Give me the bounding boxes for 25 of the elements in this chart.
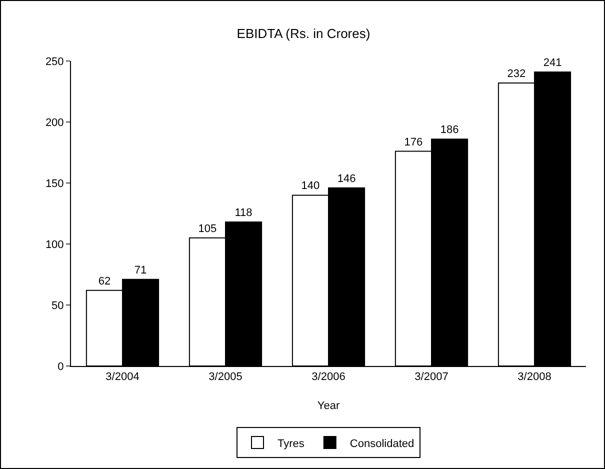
x-tick-label: 3/2005 <box>208 371 242 384</box>
legend-label: Tyres <box>278 438 305 450</box>
x-tick-label: 3/2008 <box>518 371 552 384</box>
data-label: 105 <box>198 222 217 235</box>
data-label: 241 <box>543 56 562 69</box>
x-axis-title: Year <box>317 400 340 412</box>
y-tick-label: 50 <box>52 300 64 312</box>
y-tick-label: 150 <box>45 178 64 190</box>
y-tick-label: 250 <box>45 56 64 68</box>
data-label: 62 <box>98 275 111 288</box>
data-label: 232 <box>507 68 526 80</box>
y-tick-label: 200 <box>45 116 64 129</box>
data-label: 140 <box>301 180 320 192</box>
y-tick-label: 0 <box>58 360 64 373</box>
x-tick-label: 3/2006 <box>312 371 346 384</box>
x-tick-label: 3/2004 <box>106 371 140 384</box>
data-label: 118 <box>234 207 252 220</box>
x-tick-label: 3/2007 <box>414 371 448 384</box>
data-label: 146 <box>337 172 356 185</box>
data-label: 186 <box>440 124 459 136</box>
legend-label: Consolidated <box>350 438 414 450</box>
data-label: 71 <box>134 264 147 276</box>
y-tick-label: 100 <box>45 238 64 251</box>
chart-title: EBIDTA (Rs. in Crores) <box>236 26 370 42</box>
data-label: 176 <box>404 136 423 148</box>
